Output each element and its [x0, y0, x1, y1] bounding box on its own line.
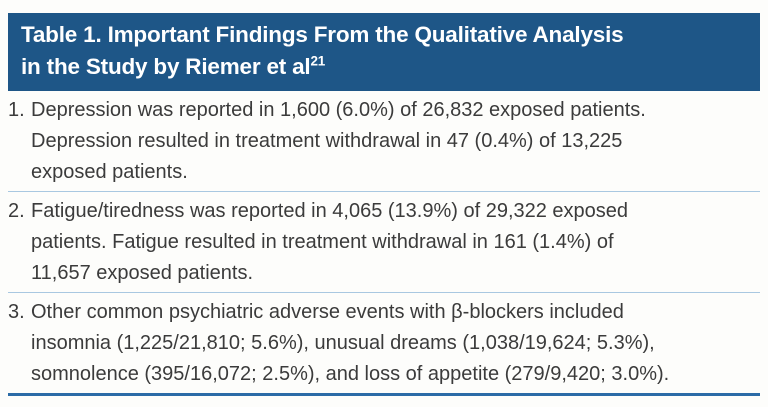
- table-bottom-rule: [8, 393, 760, 396]
- row-text: Depression was reported in 1,600 (6.0%) …: [31, 99, 646, 183]
- row-number: 3.: [8, 301, 25, 323]
- table-title-reference-superscript: 21: [310, 53, 326, 69]
- table-title-line2: in the Study by Riemer et al21: [21, 51, 747, 83]
- row-number: 1.: [8, 99, 25, 121]
- row-text: Other common psychiatric adverse events …: [31, 301, 670, 385]
- table-title-line1: Table 1. Important Findings From the Qua…: [21, 22, 624, 47]
- row-number: 2.: [8, 200, 25, 222]
- table-row-finding-1: 1. Depression was reported in 1,600 (6.0…: [8, 91, 760, 191]
- table-title-line2-text: in the Study by Riemer et al: [21, 54, 311, 79]
- table-row-finding-2: 2. Fatigue/tiredness was reported in 4,0…: [8, 191, 760, 292]
- table-body: 1. Depression was reported in 1,600 (6.0…: [8, 91, 760, 393]
- table-1: Table 1. Important Findings From the Qua…: [8, 13, 760, 396]
- table-title-banner: Table 1. Important Findings From the Qua…: [8, 13, 760, 91]
- row-text: Fatigue/tiredness was reported in 4,065 …: [31, 200, 629, 284]
- table-row-finding-3: 3. Other common psychiatric adverse even…: [8, 292, 760, 393]
